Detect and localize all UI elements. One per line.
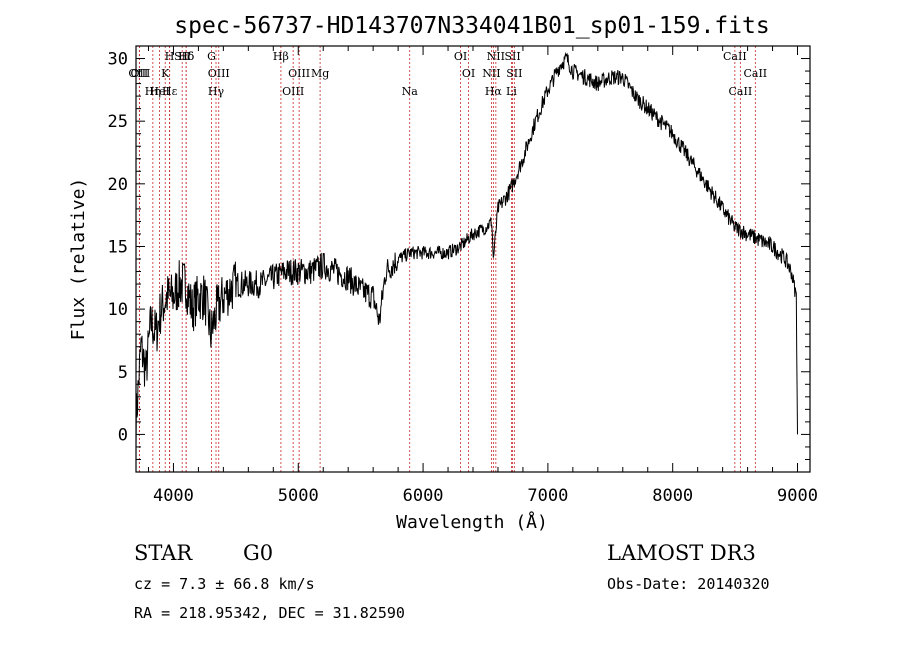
line-marker-label: CaII xyxy=(743,67,767,80)
line-marker-label: OII xyxy=(131,67,149,80)
line-marker-label: SII xyxy=(504,50,520,63)
spectrum-line-layer xyxy=(135,51,798,447)
line-marker-label: CaII xyxy=(729,85,753,98)
line-marker-label: H xyxy=(165,50,175,63)
chart-title: spec-56737-HD143707N334041B01_sp01-159.f… xyxy=(174,13,769,39)
line-marker-label: NII xyxy=(482,67,500,80)
x-tick-label: 5000 xyxy=(278,486,319,506)
line-marker-label: NII xyxy=(487,50,505,63)
line-marker-label: Hε xyxy=(162,85,178,98)
line-marker-label: OIII xyxy=(288,67,310,80)
line-marker-label: Hδ xyxy=(178,50,195,63)
x-tick-label: 7000 xyxy=(527,486,568,506)
y-tick-label: 5 xyxy=(118,363,128,383)
observation-date: Obs-Date: 20140320 xyxy=(607,575,770,593)
y-tick-label: 20 xyxy=(108,175,128,195)
x-tick-label: 8000 xyxy=(652,486,693,506)
emission-line-labels: HδKHεHδOIIIHγGOIIHeISIIOIIIHηHOIIIOIIIHβ… xyxy=(128,50,767,98)
line-marker-label: OI xyxy=(454,50,467,63)
y-tick-label: 30 xyxy=(108,50,128,70)
line-marker-label: OIII xyxy=(128,67,150,80)
line-marker-label: CaII xyxy=(723,50,747,63)
x-tick-label: 6000 xyxy=(403,486,444,506)
line-marker-label: OIII xyxy=(282,85,304,98)
x-tick-label: 4000 xyxy=(153,486,194,506)
line-marker-label: Mg xyxy=(311,67,329,80)
x-axis-label: Wavelength (Å) xyxy=(396,511,548,533)
plot-frame xyxy=(135,45,811,473)
line-marker-label: Na xyxy=(402,85,419,98)
axis-ticks: 4000 5000 6000 7000 8000 9000 0 5 10 15 20 25 30 xyxy=(108,45,818,506)
line-marker-label: Hγ xyxy=(208,85,225,98)
line-marker-label: OI xyxy=(462,67,475,80)
x-tick-label: 9000 xyxy=(777,486,818,506)
redshift-readout: cz = 7.3 ± 66.8 km/s xyxy=(134,575,315,593)
line-marker-label: Hη xyxy=(145,85,161,98)
line-marker-label: K xyxy=(161,67,170,80)
y-tick-label: 15 xyxy=(108,237,128,257)
y-tick-label: 25 xyxy=(108,112,128,132)
line-marker-label: Hα xyxy=(485,85,503,98)
survey-name: LAMOST DR3 xyxy=(607,541,756,565)
line-marker-label: HeI xyxy=(149,85,169,98)
line-marker-label: SII xyxy=(174,50,190,63)
y-axis-label: Flux (relative) xyxy=(68,178,89,341)
line-marker-label: G xyxy=(207,50,216,63)
coordinates-readout: RA = 218.95342, DEC = 31.82590 xyxy=(134,604,405,622)
line-marker-label: OIII xyxy=(208,67,230,80)
line-marker-label: Hβ xyxy=(273,50,289,63)
object-subclass: G0 xyxy=(243,541,274,565)
emission-line-markers xyxy=(138,46,756,472)
object-class: STAR xyxy=(134,541,193,565)
y-tick-label: 10 xyxy=(108,300,128,320)
line-marker-label: Hδ xyxy=(178,50,195,63)
y-tick-label: 0 xyxy=(118,425,128,445)
spectrum-line xyxy=(135,51,798,447)
line-marker-label: Li xyxy=(506,85,517,98)
line-marker-label: SII xyxy=(506,67,522,80)
